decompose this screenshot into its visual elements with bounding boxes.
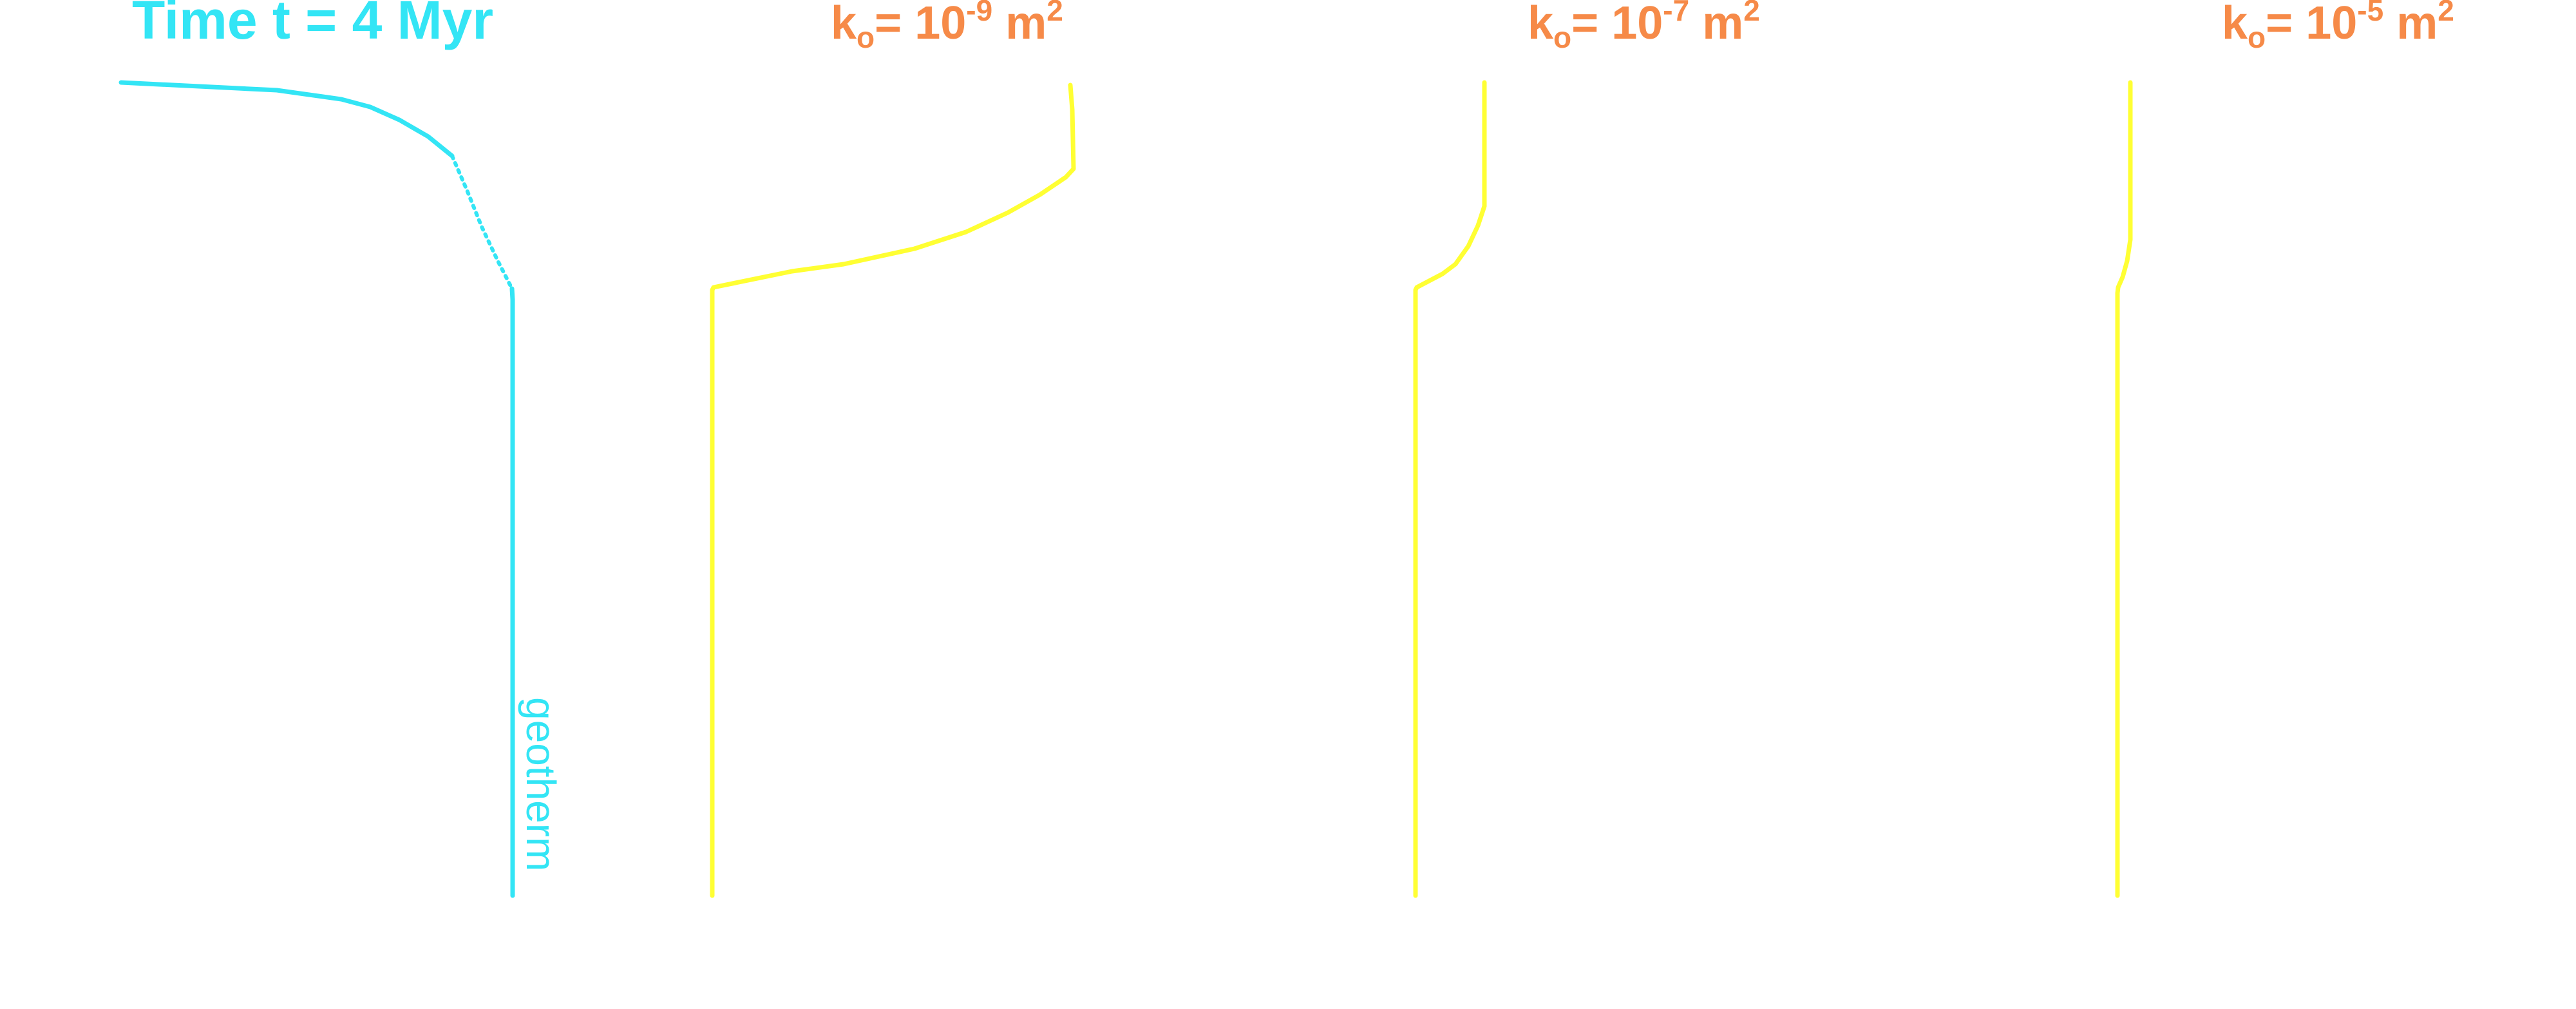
geotherm-curve-vertical — [509, 286, 515, 898]
panel-title-k5: ko= 10-5 m2 — [2222, 0, 2454, 54]
geotherm-label: geotherm — [518, 697, 564, 871]
profile-curve-k5 — [2115, 80, 2133, 898]
profile-curve-k7 — [1413, 80, 1487, 898]
geotherm-curve-dotted — [450, 154, 514, 291]
panel-title-k9: ko= 10-9 m2 — [831, 0, 1063, 54]
profile-curve-k9 — [710, 82, 1076, 898]
time-label: Time t = 4 Myr — [132, 0, 493, 50]
panel-title-k7: ko= 10-7 m2 — [1528, 0, 1760, 54]
geotherm-curve-top — [118, 80, 455, 159]
